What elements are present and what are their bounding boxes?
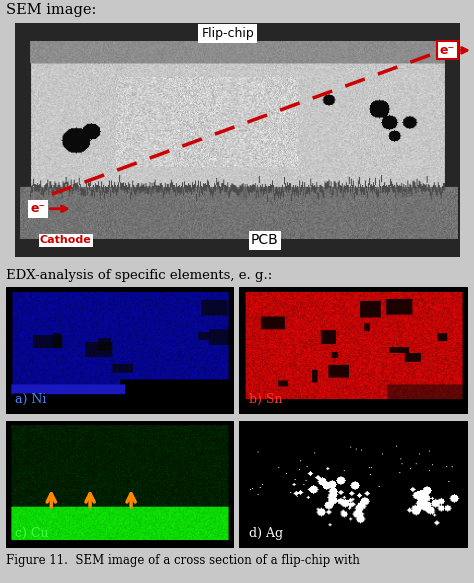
Text: b) Sn: b) Sn	[248, 394, 282, 406]
Text: EDX-analysis of specific elements, e. g.:: EDX-analysis of specific elements, e. g.…	[6, 269, 272, 282]
Text: e⁻: e⁻	[30, 202, 46, 215]
Text: Figure 11.  SEM image of a cross section of a flip-chip with: Figure 11. SEM image of a cross section …	[6, 554, 360, 567]
Text: d) Ag: d) Ag	[248, 528, 283, 540]
Text: Cathode: Cathode	[40, 236, 91, 245]
Text: Flip-chip: Flip-chip	[201, 27, 254, 40]
Text: c) Cu: c) Cu	[15, 528, 48, 540]
Text: e⁻: e⁻	[440, 44, 455, 57]
Text: PCB: PCB	[251, 233, 279, 247]
Text: a) Ni: a) Ni	[15, 394, 46, 406]
Text: SEM image:: SEM image:	[6, 3, 96, 17]
